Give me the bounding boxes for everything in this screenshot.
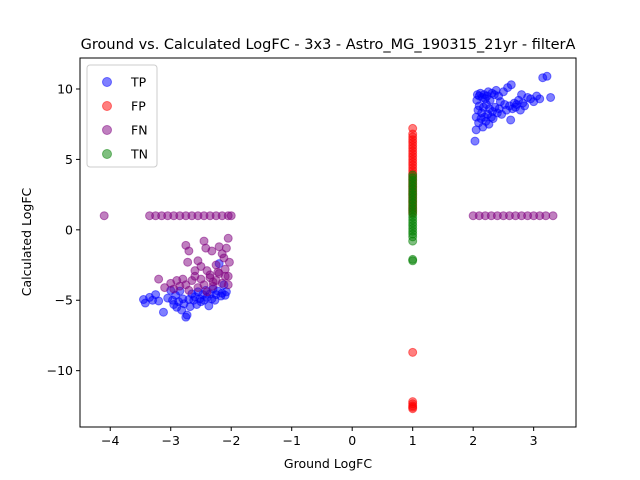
- point-fn-59: [223, 280, 233, 290]
- point-fn-34: [221, 243, 231, 253]
- plot-frame: [79, 57, 577, 428]
- y-axis: −10 −5 0 5 10: [47, 81, 80, 378]
- point-fn-15: [226, 211, 236, 221]
- x-tick-label: 3: [530, 433, 538, 448]
- series-tn: [408, 170, 418, 266]
- y-tick-label: −5: [55, 293, 73, 308]
- point-tp-89: [506, 115, 516, 125]
- y-tick-label: 0: [65, 222, 73, 237]
- x-tick-label: −4: [101, 433, 119, 448]
- point-fp-35: [408, 404, 418, 414]
- x-tick-label: 1: [409, 433, 417, 448]
- point-fn-21: [196, 261, 206, 271]
- point-tp-104: [535, 94, 545, 104]
- x-tick-label: −3: [162, 433, 180, 448]
- point-fn-73: [548, 211, 558, 221]
- legend-label-tn: TN: [130, 147, 148, 162]
- legend-label-fp: FP: [131, 99, 146, 114]
- point-tp-106: [542, 71, 552, 81]
- legend-label-fn: FN: [131, 123, 148, 138]
- x-tick-label: 2: [469, 433, 477, 448]
- legend-marker-fp: [102, 101, 112, 111]
- legend: TP FP FN TN: [86, 64, 158, 168]
- legend-marker-tp: [102, 77, 112, 87]
- point-tp-5: [154, 296, 164, 306]
- point-tp-19: [182, 310, 192, 320]
- chart-title: Ground vs. Calculated LogFC - 3x3 - Astr…: [81, 37, 576, 53]
- point-fn-0: [99, 211, 109, 221]
- legend-marker-tn: [102, 149, 112, 159]
- point-fn-58: [220, 271, 230, 281]
- point-fn-17: [184, 246, 194, 256]
- point-tn-25: [408, 256, 418, 266]
- y-tick-label: 10: [57, 81, 73, 96]
- series-tp: [139, 71, 556, 322]
- plot-area: [99, 71, 558, 414]
- series-fn: [99, 211, 558, 297]
- point-fn-46: [184, 285, 194, 295]
- point-fn-52: [202, 287, 212, 297]
- point-fp-30: [408, 347, 418, 357]
- x-tick-label: −2: [222, 433, 240, 448]
- x-axis: −4 −3 −2 −1 0 1 2 3: [101, 427, 538, 448]
- point-fn-38: [154, 274, 164, 284]
- legend-label-tp: TP: [130, 75, 147, 90]
- point-fn-37: [224, 257, 234, 267]
- point-tp-107: [546, 92, 556, 102]
- point-tp-99: [520, 101, 530, 111]
- series-fp: [408, 123, 418, 414]
- point-tn-23: [408, 236, 418, 246]
- point-tp-6: [158, 307, 168, 317]
- y-axis-label: Calculated LogFC: [19, 187, 34, 296]
- y-tick-label: −10: [47, 363, 73, 378]
- point-fn-18: [183, 257, 193, 267]
- legend-box: [86, 64, 158, 168]
- x-axis-label: Ground LogFC: [284, 456, 372, 471]
- points-layer: [99, 71, 558, 414]
- point-fn-36: [223, 233, 233, 243]
- x-tick-label: −1: [282, 433, 300, 448]
- y-tick-label: 5: [65, 152, 73, 167]
- point-tp-46: [470, 136, 480, 146]
- point-tp-90: [506, 80, 516, 90]
- point-fn-26: [207, 246, 217, 256]
- point-fn-39: [160, 283, 170, 293]
- x-tick-label: 0: [348, 433, 356, 448]
- legend-marker-fn: [102, 125, 112, 135]
